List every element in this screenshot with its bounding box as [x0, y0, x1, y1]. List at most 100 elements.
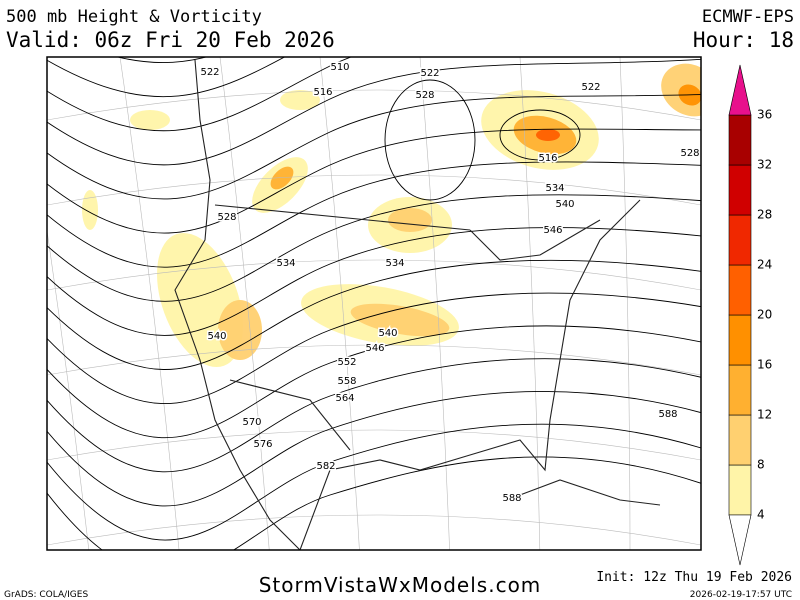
colorbar: 4 8 12 16 20 24 28 32 36	[728, 64, 772, 566]
contour-label: 522	[420, 68, 439, 79]
graticule	[619, 57, 631, 550]
contour-label: 564	[335, 393, 354, 404]
height-contour	[47, 423, 701, 541]
forecast-hour: Hour: 18	[693, 28, 794, 52]
contour-label: 516	[538, 153, 557, 164]
height-contour	[47, 390, 701, 507]
vorticity-area	[82, 190, 98, 230]
height-contour	[47, 58, 701, 166]
model-name: ECMWF-EPS	[702, 7, 794, 27]
graticule	[319, 57, 360, 550]
graticule	[47, 344, 701, 376]
graticule	[419, 57, 450, 550]
contour-label: 546	[543, 225, 562, 236]
height-contour	[47, 94, 701, 200]
contour-label: 540	[207, 331, 226, 342]
colorbar-segment	[728, 264, 752, 316]
contour-label: 588	[502, 493, 521, 504]
height-contour	[499, 109, 581, 161]
colorbar-segment	[728, 214, 752, 266]
contour-label: 516	[313, 87, 332, 98]
contour-label: 582	[316, 461, 335, 472]
colorbar-high	[728, 64, 752, 116]
graticule	[47, 89, 701, 121]
colorbar-tick-label: 4	[757, 508, 765, 522]
contour-label: 534	[545, 183, 564, 194]
coastline	[174, 59, 301, 550]
contour-label: 528	[680, 148, 699, 159]
credit: GrADS: COLA/IGES	[4, 590, 88, 600]
height-contour	[47, 456, 701, 550]
vorticity-area	[350, 303, 450, 337]
height-contour	[47, 57, 353, 132]
site-name: StormVistaWxModels.com	[259, 573, 542, 597]
height-contour	[47, 259, 701, 370]
contour-label: 546	[365, 343, 384, 354]
contour-label: 528	[415, 90, 434, 101]
graticule	[519, 57, 541, 550]
vorticity-area	[130, 110, 170, 130]
contour-label: 558	[337, 376, 356, 387]
vorticity-area	[218, 300, 262, 360]
contour-label: 534	[276, 258, 295, 269]
map-frame	[46, 56, 702, 551]
contour-label: 576	[253, 439, 272, 450]
colorbar-segment	[728, 414, 752, 466]
timestamp: 2026-02-19-17:57 UTC	[690, 590, 792, 600]
colorbar-tick-label: 16	[757, 358, 772, 372]
contour-label: 534	[385, 258, 404, 269]
height-contour	[384, 79, 476, 201]
coastline	[214, 204, 471, 231]
contour-label: 540	[555, 199, 574, 210]
colorbar-tick-label: 24	[757, 258, 772, 272]
colorbar-segment	[728, 364, 752, 416]
height-contour	[47, 128, 701, 234]
contour-label: 552	[337, 357, 356, 368]
height-contour	[47, 57, 286, 98]
colorbar-tick-label: 12	[757, 408, 772, 422]
graticule	[47, 228, 90, 550]
contour-label: 528	[217, 212, 236, 223]
colorbar-tick-label: 28	[757, 208, 772, 222]
contour-label: 570	[242, 417, 261, 428]
height-contour	[47, 161, 701, 268]
vorticity-area	[388, 208, 432, 232]
height-contour	[47, 194, 701, 302]
contour-label: 522	[200, 67, 219, 78]
contour-label: 510	[330, 62, 349, 73]
contour-label: 522	[581, 82, 600, 93]
colorbar-tick-label: 36	[757, 108, 772, 122]
graticule	[219, 57, 270, 550]
colorbar-low	[728, 514, 752, 566]
coastline	[519, 479, 661, 506]
coastline	[469, 219, 601, 261]
colorbar-tick-label: 8	[757, 458, 765, 472]
colorbar-segment	[728, 164, 752, 216]
colorbar-segment	[728, 464, 752, 516]
contour-label: 588	[658, 409, 677, 420]
init-time: Init: 12z Thu 19 Feb 2026	[596, 570, 792, 585]
graticule	[47, 259, 701, 291]
coastline	[299, 199, 641, 550]
height-contour	[47, 227, 701, 336]
height-contour	[47, 325, 701, 439]
graticule	[119, 57, 180, 550]
graticule	[47, 174, 701, 206]
vorticity-area	[280, 90, 320, 110]
graticule	[47, 514, 701, 546]
title: 500 mb Height & Vorticity	[6, 7, 262, 27]
map: 522 510 522 516 528 522 516 528 534 540 546 528 534 5…	[47, 57, 723, 560]
colorbar-segment	[728, 114, 752, 166]
coastline	[229, 379, 351, 451]
vorticity-area	[536, 129, 560, 141]
height-contour	[47, 358, 701, 473]
graticule	[720, 57, 723, 560]
graticule	[47, 429, 701, 461]
colorbar-tick-label: 32	[757, 158, 772, 172]
height-contour	[116, 57, 208, 63]
colorbar-segment	[728, 314, 752, 366]
vorticity-area	[270, 166, 294, 190]
contour-label: 540	[378, 328, 397, 339]
colorbar-tick-label: 20	[757, 308, 772, 322]
